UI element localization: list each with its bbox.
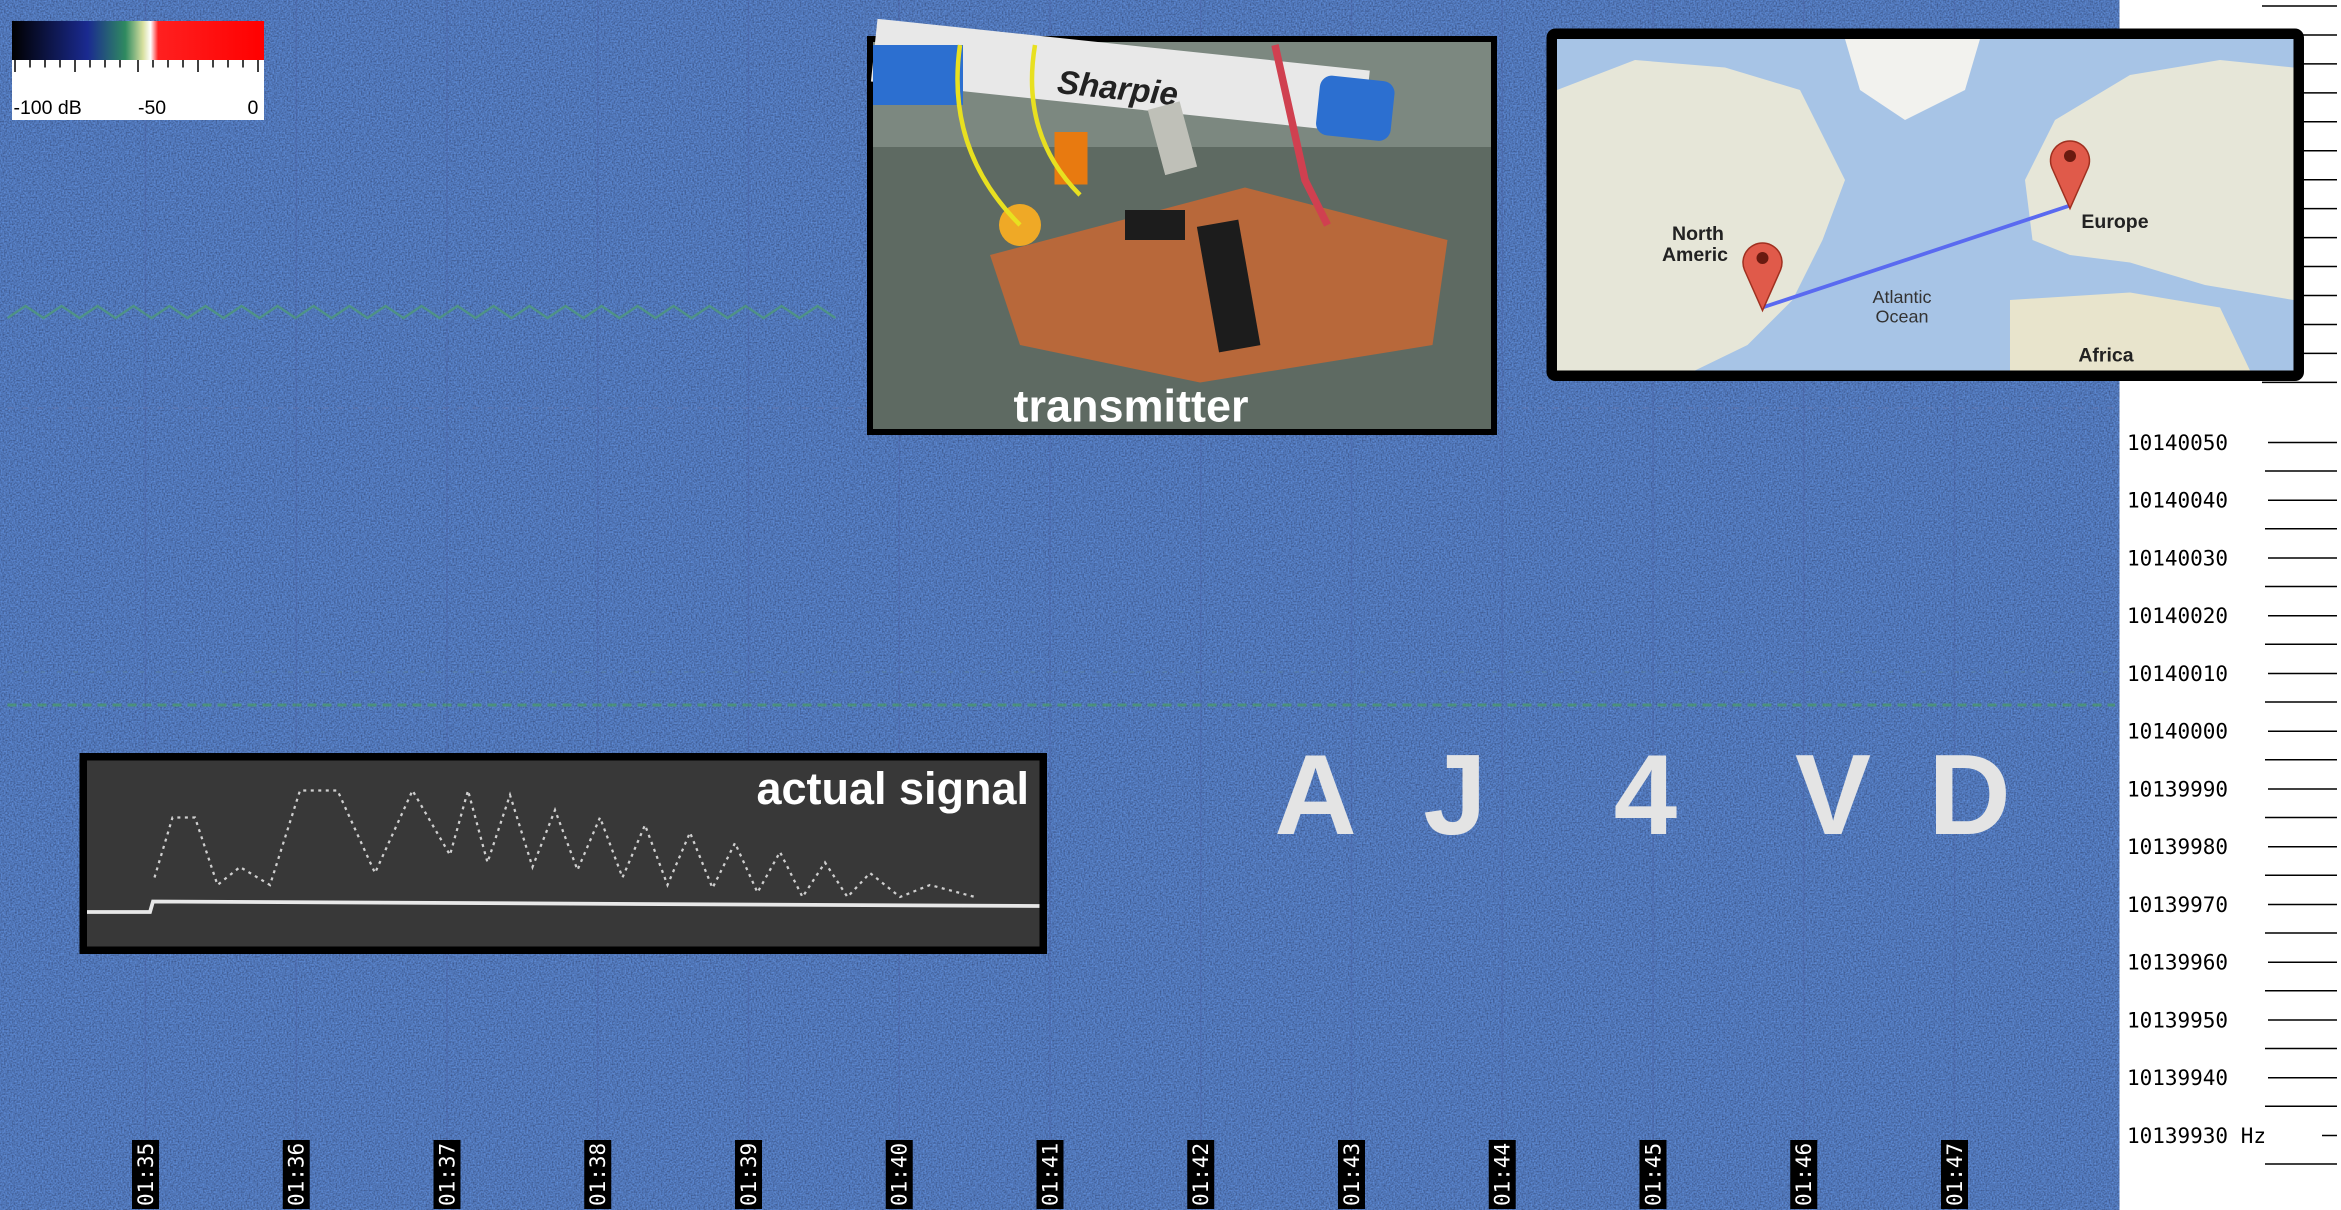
frequency-label: 10140020 bbox=[2127, 604, 2228, 628]
time-label-bg bbox=[1488, 1139, 1516, 1209]
time-label-bg bbox=[1036, 1139, 1064, 1209]
inset-background bbox=[87, 760, 1040, 947]
greenland bbox=[1844, 38, 1980, 120]
transmitter-photo: Sharpie transmitter bbox=[866, 18, 1497, 435]
europe-land bbox=[2024, 59, 2294, 300]
africa-land bbox=[2009, 292, 2250, 371]
keyed-signal bbox=[153, 786, 976, 900]
time-label: 01:38 bbox=[586, 1143, 610, 1206]
time-label: 01:36 bbox=[285, 1143, 309, 1206]
pin-dot bbox=[2063, 149, 2076, 162]
frequency-label: 10139950 bbox=[2127, 1008, 2228, 1032]
marker-end bbox=[872, 44, 963, 105]
frequency-label: 10139970 bbox=[2127, 893, 2228, 917]
wires bbox=[955, 44, 1082, 227]
map-pin bbox=[1742, 242, 1783, 313]
frequency-label: 10139960 bbox=[2127, 951, 2228, 975]
map-label: Africa bbox=[2078, 344, 2133, 366]
frequency-label: 10139990 bbox=[2127, 777, 2228, 801]
map-label: Ocean bbox=[1875, 306, 1928, 326]
time-label: 01:41 bbox=[1038, 1143, 1062, 1206]
time-axis: 01:35 01:36 01:37 01:38 01:39 01:40 01:41 01:42… bbox=[132, 0, 1968, 1209]
time-label: 01:44 bbox=[1491, 1143, 1515, 1206]
time-label-bg bbox=[1639, 1139, 1667, 1209]
drift-trace bbox=[6, 304, 837, 320]
crystal bbox=[1147, 101, 1198, 176]
callsign-letter: J bbox=[1423, 732, 1486, 859]
colorbar-label: -50 bbox=[138, 97, 166, 119]
time-label: 01:45 bbox=[1641, 1143, 1665, 1206]
callsign-letter: A bbox=[1274, 732, 1356, 859]
north-america bbox=[1556, 59, 1845, 371]
frequency-label: 10140050 bbox=[2127, 431, 2228, 455]
map-label: Europe bbox=[2081, 211, 2148, 233]
time-label-bg bbox=[734, 1139, 762, 1209]
frequency-label: 10139930 Hz bbox=[2127, 1124, 2266, 1148]
time-label: 01:39 bbox=[737, 1143, 761, 1206]
time-label: 01:46 bbox=[1792, 1143, 1816, 1206]
pin-dot bbox=[1756, 251, 1769, 264]
marker-cap bbox=[1316, 75, 1395, 141]
time-label-bg bbox=[1790, 1139, 1818, 1209]
time-label: 01:42 bbox=[1189, 1143, 1213, 1206]
callsign-letter: V bbox=[1795, 732, 1871, 859]
frequency-axis: 10140050 10140040 10140030 10140020 10140010… bbox=[2127, 5, 2337, 1165]
time-label-bg bbox=[1337, 1139, 1365, 1209]
frequency-label: 10140000 bbox=[2127, 720, 2228, 744]
time-label-bg bbox=[584, 1139, 612, 1209]
frequency-label: 10140040 bbox=[2127, 489, 2228, 513]
capacitor bbox=[1054, 131, 1088, 185]
map-label: Atlantic bbox=[1873, 287, 1932, 307]
frequency-label: 10140010 bbox=[2127, 662, 2228, 686]
colorbar-label: 0 bbox=[248, 97, 259, 119]
time-label: 01:35 bbox=[134, 1143, 158, 1206]
colorbar: -100 dB -50 0 bbox=[12, 20, 265, 120]
route-line bbox=[1761, 203, 2071, 310]
callsign-letter: D bbox=[1928, 732, 2010, 859]
map-inset: North Americ Europe Atlantic Ocean Afric… bbox=[1546, 28, 2304, 381]
map-label: Americ bbox=[1662, 244, 1728, 266]
time-label: 01:47 bbox=[1943, 1143, 1967, 1206]
time-label-bg bbox=[1940, 1139, 1968, 1209]
chip bbox=[1124, 209, 1185, 240]
map-label: North bbox=[1672, 223, 1724, 245]
callsign-letter: 4 bbox=[1614, 732, 1677, 859]
frequency-label: 10139980 bbox=[2127, 835, 2228, 859]
time-label-bg bbox=[433, 1139, 461, 1209]
colorbar-gradient bbox=[12, 20, 265, 60]
time-label: 01:40 bbox=[888, 1143, 912, 1206]
chip bbox=[1196, 219, 1261, 353]
colorbar-label: -100 dB bbox=[14, 97, 82, 119]
time-label: 01:37 bbox=[436, 1143, 460, 1206]
map-pin bbox=[2049, 140, 2091, 211]
frequency-label: 10139940 bbox=[2127, 1066, 2228, 1090]
time-label-bg bbox=[132, 1139, 160, 1209]
carrier bbox=[87, 899, 1040, 914]
colorbar-ticks bbox=[14, 59, 259, 72]
time-label-bg bbox=[885, 1139, 913, 1209]
inset-caption: actual signal bbox=[756, 763, 1029, 814]
time-label-bg bbox=[1187, 1139, 1215, 1209]
time-label-bg bbox=[282, 1139, 310, 1209]
marker bbox=[870, 18, 1370, 134]
clip-lead bbox=[1271, 44, 1331, 227]
signal-inset: actual signal bbox=[79, 752, 1047, 954]
frequency-label: 10140030 bbox=[2127, 546, 2228, 570]
time-label: 01:43 bbox=[1340, 1143, 1364, 1206]
photo-caption: transmitter bbox=[1014, 380, 1249, 431]
